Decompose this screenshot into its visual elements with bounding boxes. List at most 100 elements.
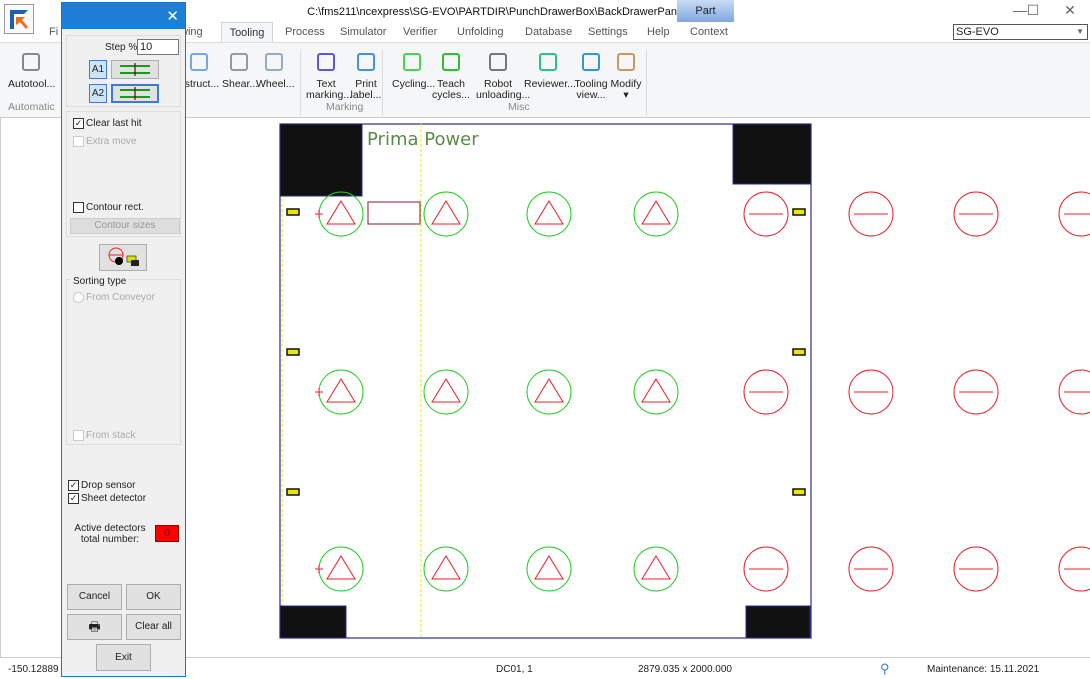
teach-cycles-icon (440, 51, 462, 73)
machine-select[interactable]: SG-EVO ▼ (953, 24, 1088, 40)
clear-last-hit-checkbox[interactable]: ✓ Clear last hit (73, 118, 142, 129)
ribbon-button-label: Robot unloading... (476, 78, 531, 101)
modify-button[interactable]: Modify ▾ (610, 51, 642, 101)
contour-sizes-button[interactable]: Contour sizes (70, 218, 180, 234)
tab-unfolding[interactable]: Unfolding (457, 26, 504, 38)
destruct-icon (188, 51, 210, 73)
from-stack-checkbox[interactable]: From stack (73, 430, 135, 441)
close-button[interactable]: ✕ (1064, 2, 1076, 18)
print-button[interactable]: 🖶 (67, 614, 122, 640)
step-input[interactable]: 10 (137, 39, 179, 55)
minimize-button[interactable]: — (1013, 2, 1027, 18)
tool-hit-circle (318, 369, 364, 415)
tab-context[interactable]: Context (690, 26, 728, 38)
a2-button[interactable]: A2 (89, 84, 107, 103)
tab-tooling[interactable]: Tooling (221, 22, 273, 43)
window-title: C:\fms211\ncexpress\SG-EVO\PARTDIR\Punch… (307, 6, 693, 18)
a2-spacing-button[interactable] (111, 84, 159, 103)
start-point-marker (315, 388, 323, 396)
modify-icon (615, 51, 637, 73)
tool-hit-circle (633, 546, 679, 592)
tab-settings[interactable]: Settings (588, 26, 628, 38)
tab-process[interactable]: Process (285, 26, 325, 38)
tab-verifier[interactable]: Verifier (403, 26, 438, 38)
teach-cycles-button[interactable]: Teach cycles... (432, 51, 470, 101)
autotool-icon (20, 51, 42, 73)
triangle-punch (431, 555, 461, 580)
tool-hit-circle (848, 546, 894, 592)
wheel-button[interactable]: Wheel... (256, 51, 295, 90)
dialog-title-bar[interactable]: ✕ (62, 3, 185, 29)
ribbon-divider (382, 49, 383, 115)
clear-all-button[interactable]: Clear all (126, 614, 181, 640)
tooling-view-icon (580, 51, 602, 73)
cycling-button[interactable]: Cycling... (392, 51, 435, 90)
ok-button[interactable]: OK (126, 584, 181, 610)
shear-button[interactable]: Shear... (222, 51, 259, 90)
status-maintenance: Maintenance: 15.11.2021 (927, 664, 1040, 675)
corner-cutout (732, 123, 812, 185)
tab-help[interactable]: Help (647, 26, 670, 38)
a1-button[interactable]: A1 (89, 60, 107, 79)
ribbon-button-label: Modify ▾ (610, 78, 642, 101)
print-label-button[interactable]: Print label... (350, 51, 382, 101)
a1-spacing-button[interactable] (111, 60, 159, 79)
ribbon-button-label: Autotool... (8, 78, 56, 90)
cancel-button[interactable]: Cancel (67, 584, 122, 610)
reviewer-button[interactable]: Reviewer... (524, 51, 576, 90)
tool-hit-circle (423, 369, 469, 415)
drop-sensor-checkbox[interactable]: ✓ Drop sensor (68, 480, 136, 491)
robot-button[interactable]: Robot unloading... (476, 51, 531, 101)
exit-button[interactable]: Exit (96, 644, 151, 671)
sorting-group: Sorting type From Conveyor From stack (66, 276, 181, 445)
ribbon-divider (646, 49, 647, 115)
dialog-close-button[interactable]: ✕ (166, 8, 179, 25)
ribbon-button-label: Text marking... (306, 78, 353, 101)
sheet-outline (279, 123, 812, 639)
cycling-icon (401, 51, 423, 73)
corner-cutout (279, 605, 347, 639)
app-logo[interactable] (4, 4, 34, 34)
tool-hit-circle (743, 369, 789, 415)
extra-move-checkbox[interactable]: Extra move (73, 136, 137, 147)
ribbon-button-label: Shear... (222, 78, 259, 90)
machine-select-value: SG-EVO (956, 26, 999, 38)
sorting-type-label: Sorting type (71, 276, 129, 287)
contour-rect-checkbox[interactable]: Contour rect. (73, 202, 144, 213)
sensor-marker (286, 208, 300, 216)
text-marking-button[interactable]: Text marking... (306, 51, 353, 101)
sheet-detector-checkbox[interactable]: ✓ Sheet detector (68, 493, 147, 504)
ribbon-button-label: Reviewer... (524, 78, 576, 90)
destruct-button[interactable]: estruct... (178, 51, 220, 90)
ribbon-button-label: Teach cycles... (432, 78, 470, 101)
tool-hit-circle (953, 191, 999, 237)
from-conveyor-radio[interactable]: From Conveyor (73, 292, 155, 303)
print-label-icon (355, 51, 377, 73)
tab-simulator[interactable]: Simulator (340, 26, 387, 38)
maintenance-icon: ⚲ (880, 661, 890, 676)
maximize-button[interactable]: ☐ (1026, 2, 1040, 18)
tool-hit-circle (953, 546, 999, 592)
status-coordinate: -150.12889 (8, 664, 59, 675)
triangle-punch (641, 555, 671, 580)
start-point-marker (315, 210, 323, 218)
context-tab-part[interactable]: Part (677, 0, 734, 22)
unload-icon (108, 247, 139, 266)
tab-fi[interactable]: Fi (49, 26, 59, 38)
tool-hit-circle (318, 546, 364, 592)
tool-hit-circle (1058, 191, 1090, 237)
autotool-button[interactable]: Autotool... (8, 51, 56, 90)
ribbon-group-label: Automatic (8, 101, 55, 113)
triangle-punch (431, 200, 461, 225)
printer-icon: 🖶 (88, 619, 101, 634)
unload-tool-button[interactable] (99, 244, 147, 271)
corner-cutout (279, 123, 363, 197)
tab-database[interactable]: Database (525, 26, 573, 38)
tooling-view-button[interactable]: Tooling view... (572, 51, 610, 101)
tool-hit-circle (526, 191, 572, 237)
ribbon-button-label: Wheel... (256, 78, 295, 90)
ribbon-divider (300, 49, 301, 115)
triangle-punch (641, 378, 671, 403)
step-label: Step % (105, 42, 138, 53)
tool-hit-circle (848, 191, 894, 237)
